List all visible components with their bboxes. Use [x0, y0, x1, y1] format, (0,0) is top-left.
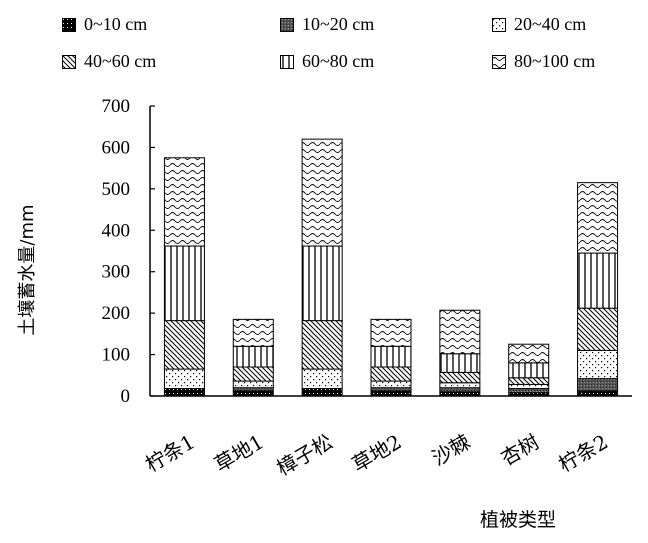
legend-swatch: [62, 17, 76, 32]
bar-segment: [370, 390, 412, 397]
legend-item: 20~40 cm: [492, 14, 586, 35]
bar-segment: [508, 377, 550, 385]
y-tick-label: 300: [102, 262, 131, 283]
x-tick-label: 柠条1: [141, 430, 199, 477]
x-tick-label: 沙棘: [428, 430, 475, 471]
x-tick-label: 樟子松: [273, 430, 337, 481]
x-axis-label: 植被类型: [480, 509, 557, 531]
bar-segment: [439, 353, 481, 373]
bar-segment: [232, 345, 274, 368]
bar-segment: [508, 383, 550, 390]
bar-segment: [163, 368, 205, 390]
bar-segment: [439, 391, 481, 397]
bar-segment: [370, 318, 412, 347]
legend-item: 0~10 cm: [62, 14, 147, 35]
legend-label: 10~20 cm: [302, 14, 375, 34]
legend-item: 10~20 cm: [280, 14, 374, 35]
legend-swatch: [280, 54, 294, 69]
legend-item: 60~80 cm: [280, 51, 374, 72]
bar-segment: [232, 366, 274, 382]
legend-label: 60~80 cm: [302, 51, 375, 71]
legend-label: 40~60 cm: [84, 51, 157, 71]
legend-label: 20~40 cm: [514, 14, 587, 34]
bar-segment: [301, 245, 343, 322]
x-tick-label: 草地2: [348, 430, 406, 477]
bar-segment: [439, 382, 481, 389]
bar-segment: [508, 343, 550, 364]
y-tick-label: 400: [102, 220, 131, 241]
y-tick-label: 0: [121, 386, 131, 407]
bar-segment: [439, 387, 481, 393]
bar-segment: [163, 245, 205, 322]
bar-segment: [577, 390, 619, 397]
bar-segment: [370, 380, 412, 389]
bar-segment: [301, 388, 343, 397]
x-tick-label: 柠条2: [554, 430, 612, 477]
bar-segment: [370, 366, 412, 382]
bar-segment: [439, 371, 481, 384]
bar-segment: [301, 320, 343, 370]
y-axis-label: 土壤蓄水量/mm: [17, 204, 38, 336]
y-tick-label: 500: [102, 179, 131, 200]
y-tick-label: 700: [102, 96, 131, 117]
legend-swatch: [62, 54, 76, 69]
bar-segment: [577, 182, 619, 254]
bar-segment: [577, 307, 619, 351]
legend-label: 0~10 cm: [84, 14, 148, 34]
y-tick-label: 100: [102, 345, 131, 366]
x-tick-label: 草地1: [210, 430, 268, 477]
legend-item: 40~60 cm: [62, 51, 156, 72]
bar-segment: [577, 349, 619, 380]
bar-segment: [163, 388, 205, 397]
bar-segment: [439, 309, 481, 355]
legend-swatch: [280, 17, 294, 32]
bar-segment: [232, 390, 274, 397]
legend-item: 80~100 cm: [492, 51, 595, 72]
bar-segment: [163, 157, 205, 247]
y-tick-label: 600: [102, 137, 131, 158]
legend-swatch: [492, 17, 506, 32]
bar-segment: [577, 378, 619, 392]
bars: [163, 138, 619, 397]
bar-segment: [232, 318, 274, 347]
legend-swatch: [492, 54, 506, 69]
bar-segment: [301, 368, 343, 390]
bar-segment: [301, 138, 343, 247]
bar-segment: [577, 252, 619, 309]
axes: 0 100 200 300 400 500 600 700: [102, 96, 632, 407]
y-tick-label: 200: [102, 303, 131, 324]
x-tick-label: 杏树: [497, 430, 544, 471]
bar-segment: [232, 380, 274, 389]
bar-segment: [508, 362, 550, 379]
legend-label: 80~100 cm: [514, 51, 596, 71]
x-tick-labels: 柠条1 草地1 樟子松 草地2 沙棘 杏树 柠条2: [141, 430, 612, 481]
bar-segment: [508, 388, 550, 394]
bar-segment: [370, 345, 412, 368]
bar-segment: [163, 320, 205, 370]
